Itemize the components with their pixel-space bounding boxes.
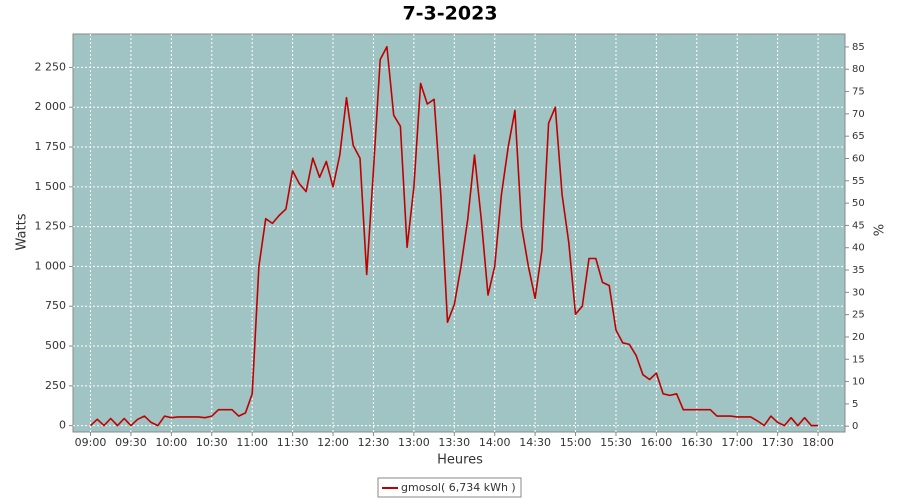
y2-tick-label: 50 (852, 198, 865, 209)
plot-area (72, 33, 846, 433)
x-tick-label: 14:00 (479, 436, 511, 449)
y-tick-label: 0 (59, 419, 66, 432)
x-tick-label: 11:00 (236, 436, 268, 449)
x-tick-label: 17:30 (762, 436, 794, 449)
x-tick-label: 09:30 (115, 436, 147, 449)
y-tick-label: 500 (45, 339, 66, 352)
y2-tick-label: 5 (852, 399, 858, 410)
y2-tick-label: 10 (852, 377, 865, 388)
x-tick-label: 12:30 (358, 436, 390, 449)
x-tick-label: 15:30 (600, 436, 632, 449)
y2-tick-label: 30 (852, 287, 865, 298)
x-tick-label: 13:30 (438, 436, 470, 449)
x-tick-label: 17:00 (721, 436, 753, 449)
x-axis-label: Heures (437, 453, 483, 468)
y2-tick-label: 65 (852, 131, 865, 142)
y2-tick-label: 25 (852, 310, 865, 321)
y2-tick-label: 55 (852, 176, 865, 187)
y2-tick-label: 45 (852, 220, 865, 231)
y2-tick-label: 0 (852, 421, 858, 432)
y-tick-label: 1 250 (35, 220, 67, 233)
x-tick-label: 11:30 (277, 436, 309, 449)
y-tick-label: 1 500 (35, 180, 67, 193)
chart-title: 7-3-2023 (402, 3, 497, 25)
y2-tick-label: 60 (852, 153, 865, 164)
y2-tick-label: 20 (852, 332, 865, 343)
data-line (89, 45, 819, 427)
legend (377, 477, 522, 498)
legend-label: gmosol( 6,734 kWh ) (401, 481, 516, 494)
y-tick-label: 250 (45, 379, 66, 392)
y2-tick-label: 85 (852, 42, 865, 53)
y-tick-label: 1 750 (35, 140, 67, 153)
x-tick-label: 10:30 (196, 436, 228, 449)
x-tick-label: 15:00 (560, 436, 592, 449)
y2-tick-label: 70 (852, 109, 865, 120)
y-tick-label: 750 (45, 299, 66, 312)
x-tick-label: 16:00 (641, 436, 673, 449)
x-tick-label: 09:00 (75, 436, 107, 449)
x-tick-label: 12:00 (317, 436, 349, 449)
x-tick-label: 16:30 (681, 436, 713, 449)
y-axis-label: Watts (15, 213, 30, 250)
x-tick-label: 10:00 (156, 436, 188, 449)
y-tick-label: 1 000 (35, 259, 67, 272)
y2-tick-label: 40 (852, 243, 865, 254)
y-tick-label: 2 250 (35, 60, 67, 73)
x-tick-label: 18:00 (802, 436, 834, 449)
y2-tick-label: 80 (852, 64, 865, 75)
y2-tick-label: 35 (852, 265, 865, 276)
y2-axis-label: % (873, 224, 888, 236)
y-tick-label: 2 000 (35, 100, 67, 113)
y2-tick-label: 75 (852, 87, 865, 98)
y2-tick-label: 15 (852, 354, 865, 365)
x-tick-label: 13:00 (398, 436, 430, 449)
x-tick-label: 14:30 (519, 436, 551, 449)
